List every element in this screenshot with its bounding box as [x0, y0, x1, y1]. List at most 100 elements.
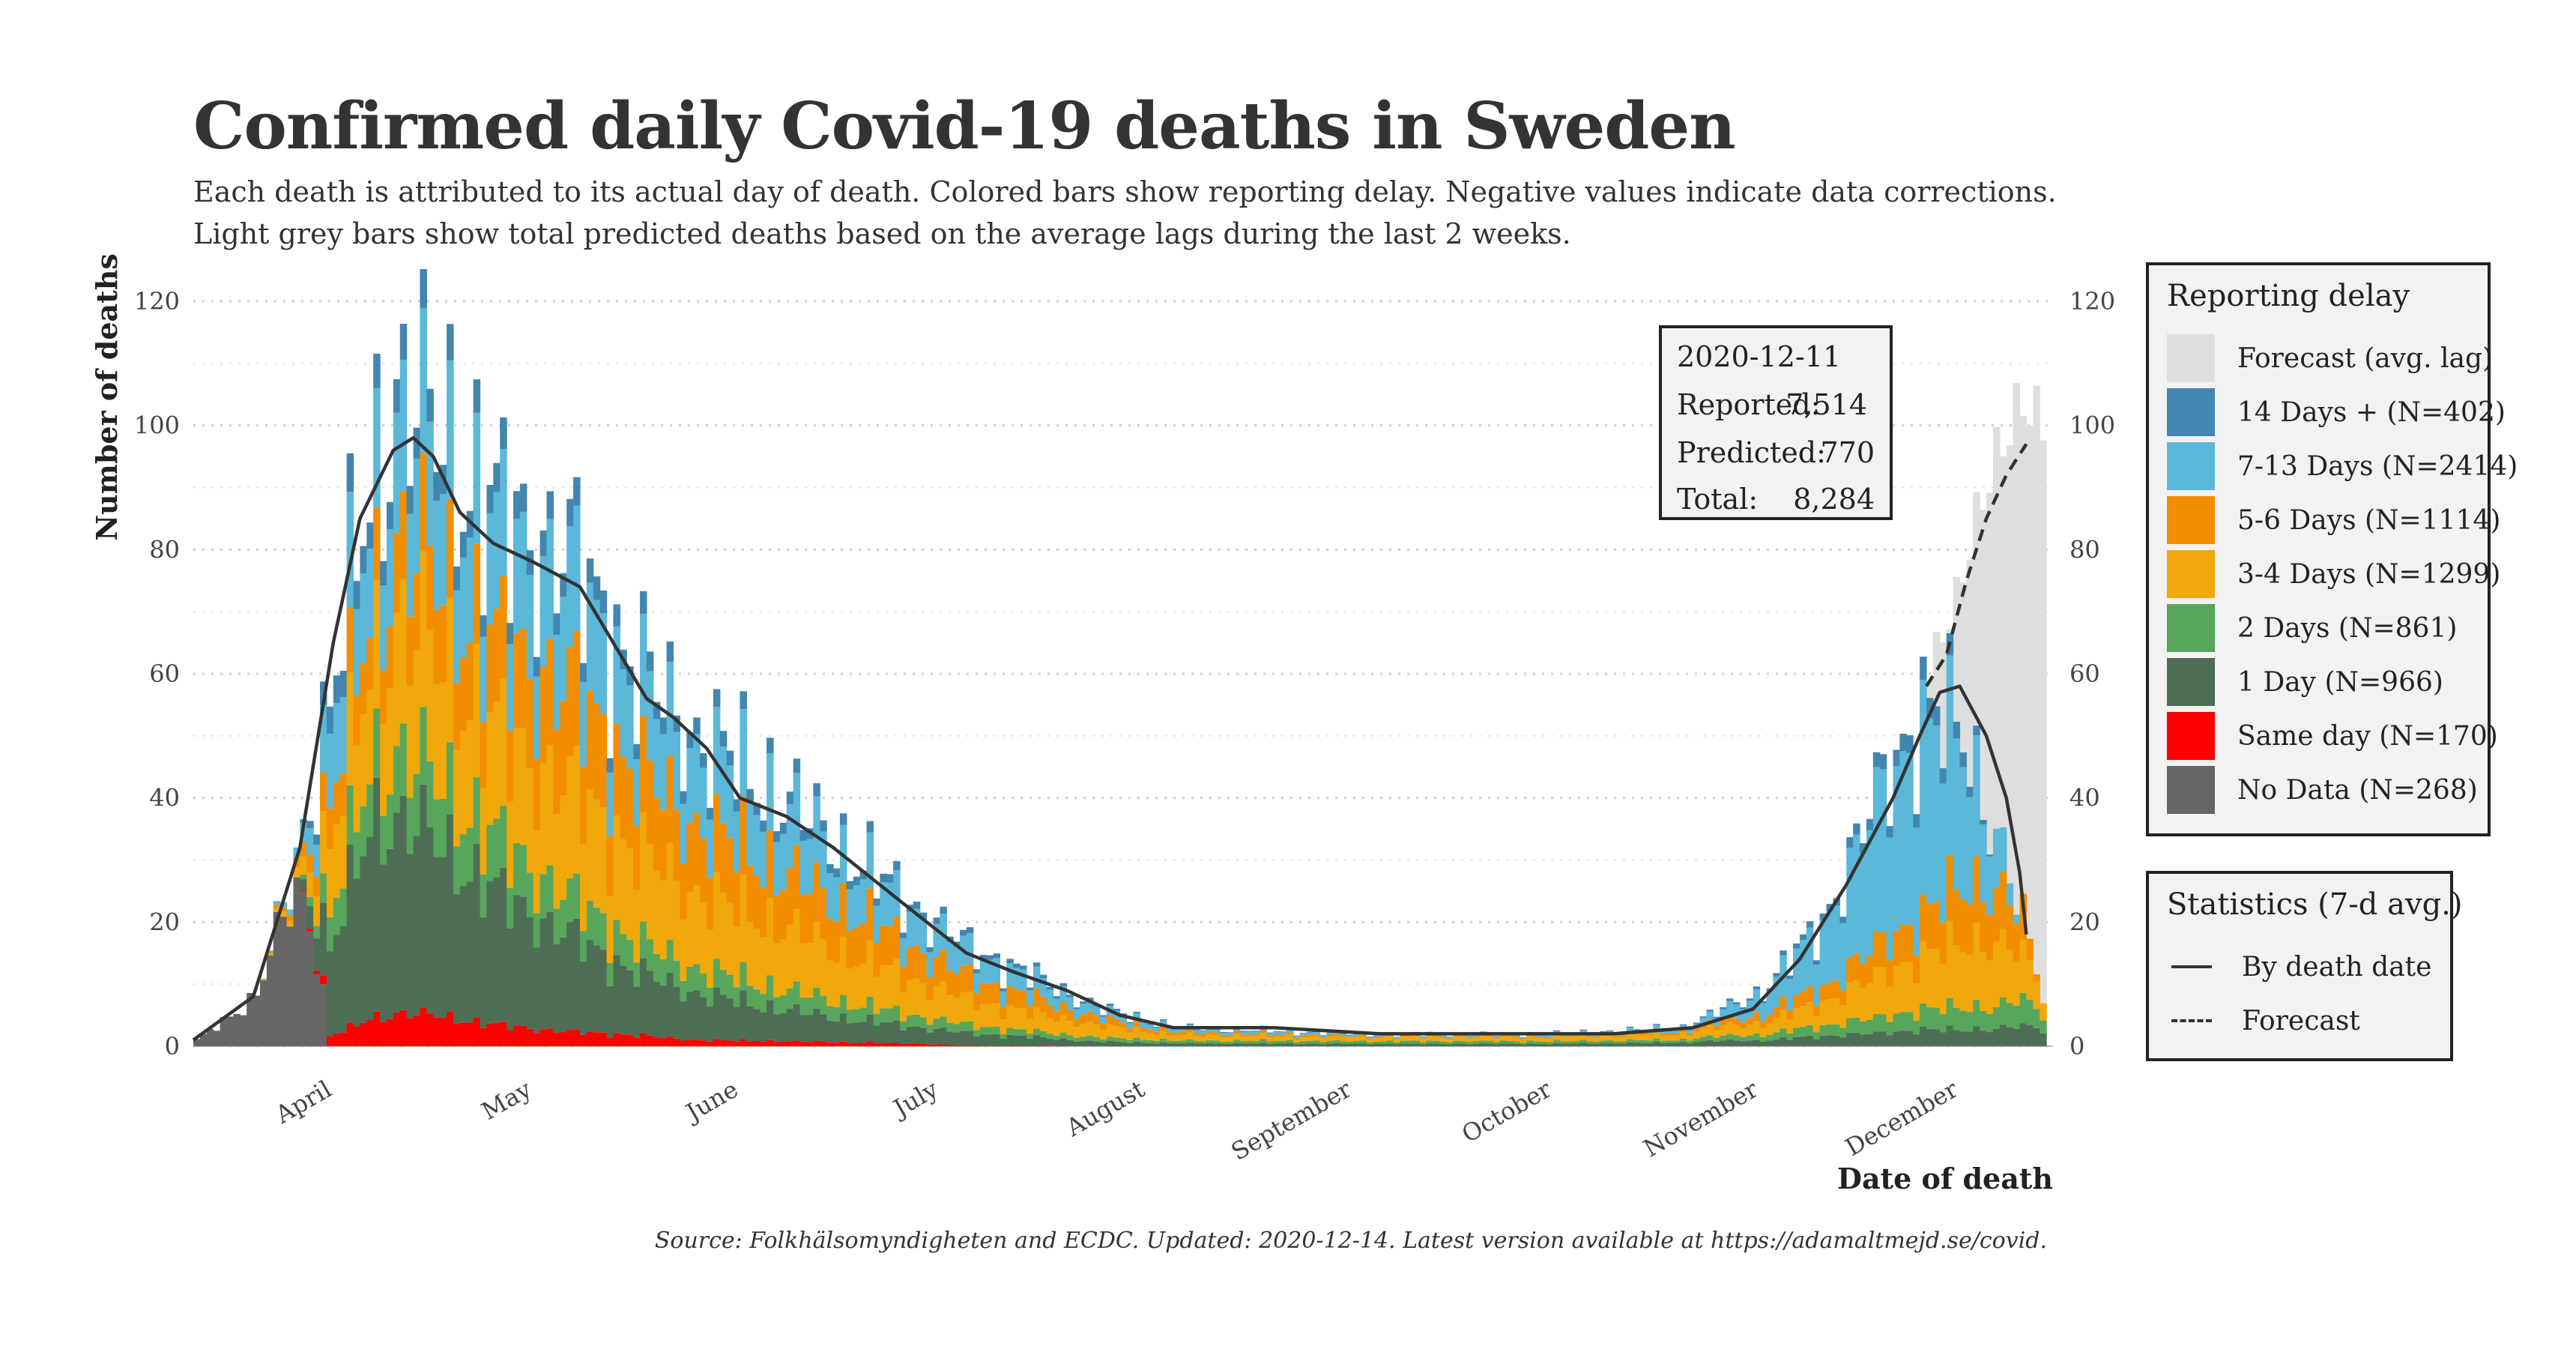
bar-segment [1612, 1035, 1621, 1037]
bar-segment [313, 877, 321, 897]
bar-segment [433, 501, 441, 610]
summary-total-label: Total: [1677, 483, 1759, 516]
bar-segment [733, 811, 741, 872]
bar-segment [1686, 1042, 1694, 1046]
bar-segment [1986, 1032, 1994, 1046]
bar-segment [480, 615, 488, 637]
bar-segment [1166, 1035, 1174, 1041]
bar-segment [733, 1041, 741, 1046]
bar-segment [1166, 1028, 1174, 1033]
bar-segment [1359, 1036, 1367, 1041]
bar-segment [1899, 1012, 1907, 1031]
bar-segment [653, 719, 661, 798]
bar-segment [993, 953, 1001, 959]
bar-segment [1439, 1041, 1448, 1044]
bar-segment [733, 987, 741, 1007]
bar-segment [1899, 734, 1907, 752]
bar-segment [1753, 1012, 1761, 1021]
bar-segment [1253, 1031, 1260, 1034]
bar-segment [1913, 827, 1920, 956]
bar-segment [1046, 986, 1054, 990]
bar-segment [813, 796, 820, 863]
bar-segment [1066, 1021, 1074, 1036]
bar-segment [413, 573, 421, 651]
bar-segment [753, 929, 761, 990]
bar-segment [426, 545, 434, 630]
bar-segment [1999, 998, 2007, 1025]
bar-segment [1913, 814, 1920, 828]
bar-segment [626, 940, 634, 971]
bar-segment [606, 962, 614, 986]
bar-segment [646, 651, 654, 672]
bar-segment [1906, 925, 1914, 962]
bar-segment [206, 1029, 214, 1046]
bar-segment [1546, 1039, 1554, 1042]
legend-label: Forecast (avg. lag) [2237, 342, 2494, 374]
bar-segment [1720, 1009, 1727, 1020]
bar-segment [1992, 887, 2001, 942]
bar-segment [793, 1004, 801, 1041]
bar-segment [979, 959, 988, 983]
bar-segment [1759, 1021, 1768, 1028]
bar-segment [507, 1030, 514, 1046]
bar-segment [893, 1020, 901, 1043]
bar-segment [1059, 983, 1067, 987]
bar-segment [893, 1042, 901, 1046]
bar-segment [1193, 1033, 1200, 1036]
bar-segment [1460, 1036, 1467, 1038]
bar-segment [1466, 1036, 1474, 1038]
bar-segment [1886, 986, 1894, 1022]
bar-segment [1872, 932, 1881, 968]
bar-segment [599, 913, 608, 950]
bar-segment [1766, 1015, 1774, 1024]
bar-segment [1406, 1043, 1414, 1046]
bar-segment [1619, 1036, 1627, 1042]
bar-segment [546, 911, 554, 1029]
bar-segment [1373, 1043, 1381, 1046]
bar-segment [1899, 1030, 1907, 1046]
bar-segment [906, 1026, 914, 1044]
legend-item-5-6-days: 5-6 Days (N=1114) [2167, 496, 2500, 544]
bar-segment [1699, 1018, 1708, 1024]
bar-segment [659, 809, 668, 881]
bar-segment [513, 491, 521, 519]
bar-segment [1253, 1036, 1260, 1041]
bar-segment [799, 998, 808, 1015]
bar-segment [1866, 830, 1874, 956]
bar-segment [1233, 1030, 1241, 1034]
bar-segment [1146, 1029, 1154, 1033]
bar-segment [459, 1022, 468, 1046]
bar-segment [413, 836, 421, 1015]
bar-segment [326, 849, 334, 917]
bar-segment [1693, 1031, 1701, 1039]
bar-segment [480, 917, 488, 1028]
legend-item-7-13-days: 7-13 Days (N=2414) [2167, 442, 2518, 490]
bar-segment [1812, 1039, 1821, 1046]
bar-segment [1000, 988, 1007, 992]
y-tick-label: 0 [2069, 1032, 2084, 1060]
bar-segment [2040, 1003, 2047, 1021]
bar-segment [1533, 1036, 1541, 1038]
bar-segment [886, 1008, 894, 1022]
bar-segment [1540, 1038, 1547, 1042]
legend-statistics: Statistics (7-d avg.) By death date Fore… [2146, 871, 2463, 1061]
bar-segment [1039, 1012, 1047, 1031]
bar-segment [1980, 1030, 1987, 1046]
x-tick-label: October [1457, 1075, 1556, 1149]
bar-segment [1606, 1035, 1614, 1040]
bar-segment [586, 940, 594, 1032]
bar-segment [786, 868, 794, 925]
bar-segment [893, 959, 901, 1006]
bar-segment [793, 845, 801, 910]
bar-segment [886, 882, 894, 926]
bar-segment [546, 865, 554, 912]
bar-segment [1086, 998, 1094, 1001]
bar-segment [1932, 901, 1941, 949]
bar-segment [1099, 1039, 1107, 1043]
bar-segment [1053, 1039, 1061, 1046]
bar-segment [693, 1039, 701, 1046]
bar-segment [539, 763, 548, 875]
bar-segment [1506, 1043, 1514, 1046]
bar-segment [1846, 837, 1854, 848]
bar-segment [713, 959, 721, 988]
